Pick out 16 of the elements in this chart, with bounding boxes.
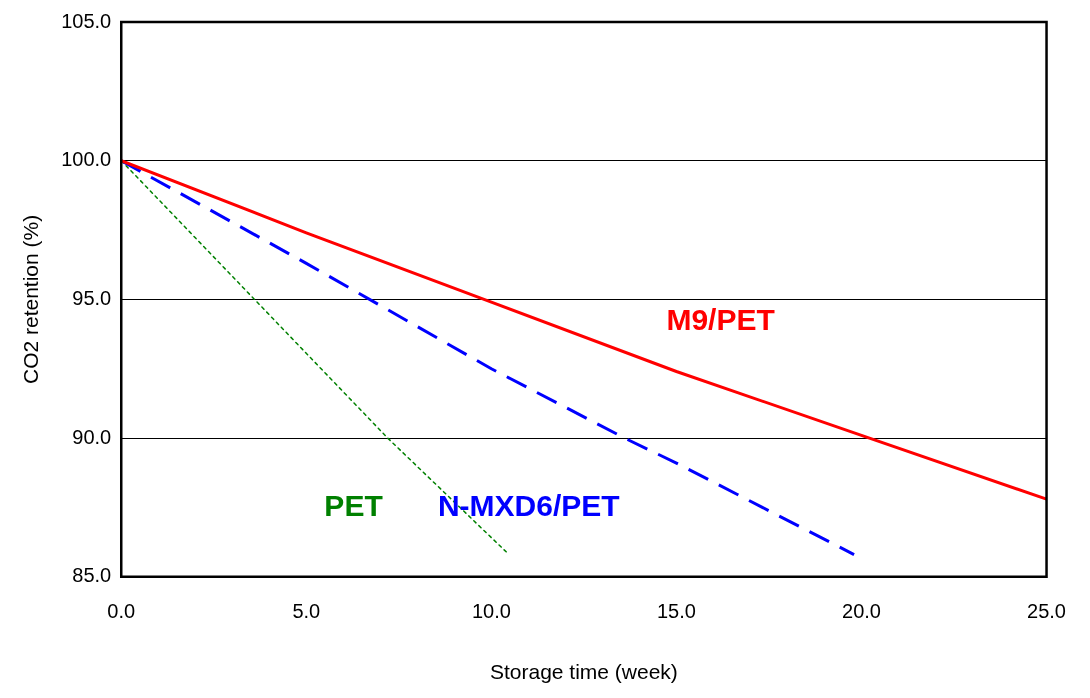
x-axis-title: Storage time (week) [489,660,678,684]
series-label: N-MXD6/PET [437,489,620,523]
x-tick-label: 0.0 [107,600,136,623]
x-tick-label: 25.0 [1027,600,1067,623]
x-tick-label: 5.0 [292,600,321,623]
y-axis-title: CO2 retention (%) [19,214,43,385]
x-tick-label: 20.0 [842,600,881,623]
y-tick-label: 105.0 [61,9,112,32]
x-tick-label: 15.0 [656,600,696,623]
y-tick-label: 85.0 [72,564,112,587]
y-tick-label: 100.0 [61,148,112,171]
y-tick-label: 95.0 [72,286,112,309]
x-tick-label: 10.0 [471,600,511,623]
series-label: M9/PET [666,302,775,336]
y-tick-label: 90.0 [72,425,112,448]
series-label: PET [324,489,383,523]
